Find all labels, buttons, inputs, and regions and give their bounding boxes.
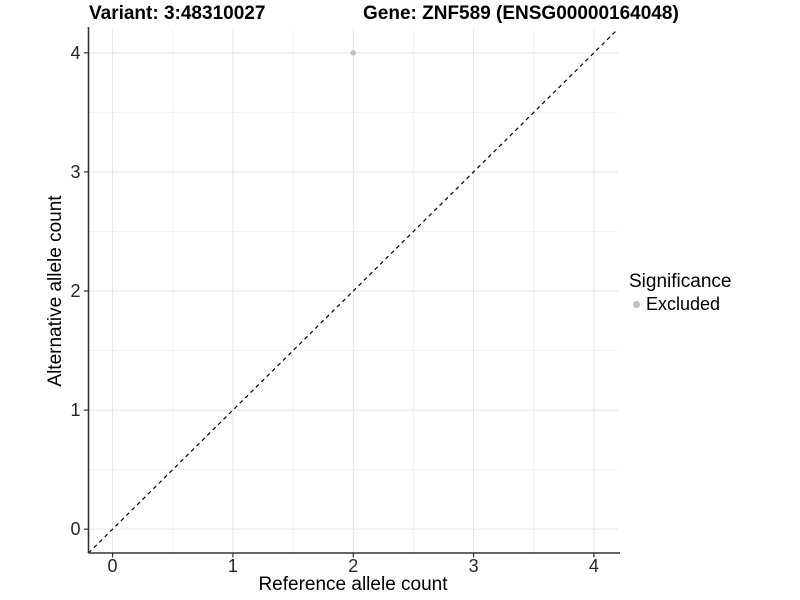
x-axis-title: Reference allele count bbox=[258, 574, 448, 595]
y-axis-title: Alternative allele count bbox=[45, 195, 66, 387]
y-tick-label: 2 bbox=[70, 281, 80, 301]
x-tick-label: 1 bbox=[228, 556, 238, 576]
legend: Significance Excluded bbox=[629, 271, 731, 315]
gene-title: Gene: ZNF589 (ENSG00000164048) bbox=[363, 3, 679, 24]
x-tick-label: 4 bbox=[589, 556, 599, 576]
x-tick-label: 2 bbox=[348, 556, 358, 576]
y-tick-label: 1 bbox=[70, 400, 80, 420]
y-tick-label: 3 bbox=[70, 162, 80, 182]
variant-title: Variant: 3:48310027 bbox=[89, 3, 266, 24]
x-tick-label: 3 bbox=[469, 556, 479, 576]
y-tick-label: 4 bbox=[70, 43, 80, 63]
y-tick-label: 0 bbox=[70, 519, 80, 539]
legend-item-excluded: Excluded bbox=[629, 294, 731, 315]
legend-item-label: Excluded bbox=[646, 294, 721, 314]
data-point bbox=[350, 50, 357, 56]
legend-title: Significance bbox=[629, 271, 732, 292]
identity-reference-line bbox=[88, 28, 619, 554]
x-tick-label: 0 bbox=[108, 556, 118, 576]
excluded-circle-icon bbox=[633, 301, 640, 308]
